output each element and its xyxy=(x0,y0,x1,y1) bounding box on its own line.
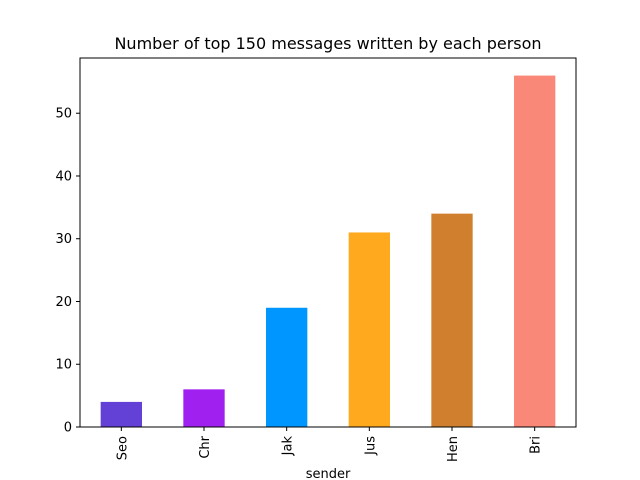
y-tick-label: 50 xyxy=(55,107,72,122)
y-tick-label: 10 xyxy=(55,358,72,373)
y-tick-label: 0 xyxy=(64,421,72,436)
bar-bri xyxy=(514,75,556,428)
bar-hen xyxy=(431,213,473,427)
x-tick-label: Jus xyxy=(363,436,378,456)
plot-frame xyxy=(79,57,577,428)
y-axis: 0 10 20 30 40 50 xyxy=(55,107,80,436)
bars-group xyxy=(100,75,556,428)
x-tick-label: Seo xyxy=(115,436,130,460)
x-tick-label: Chr xyxy=(198,435,213,458)
x-tick-label: Bri xyxy=(529,436,544,454)
bar-jak xyxy=(266,307,308,427)
bar-chr xyxy=(183,389,225,427)
y-tick-label: 40 xyxy=(55,169,72,184)
chart-title: Number of top 150 messages written by ea… xyxy=(114,34,541,53)
bar-jus xyxy=(348,232,390,427)
x-tick-label: Jak xyxy=(281,436,296,457)
x-axis-label: sender xyxy=(306,467,351,480)
bar-seo xyxy=(100,401,142,427)
y-tick-label: 30 xyxy=(55,232,72,247)
x-axis: Seo Chr Jak Jus Hen Bri xyxy=(115,427,544,462)
y-tick-label: 20 xyxy=(55,295,72,310)
x-tick-label: Hen xyxy=(446,436,461,462)
